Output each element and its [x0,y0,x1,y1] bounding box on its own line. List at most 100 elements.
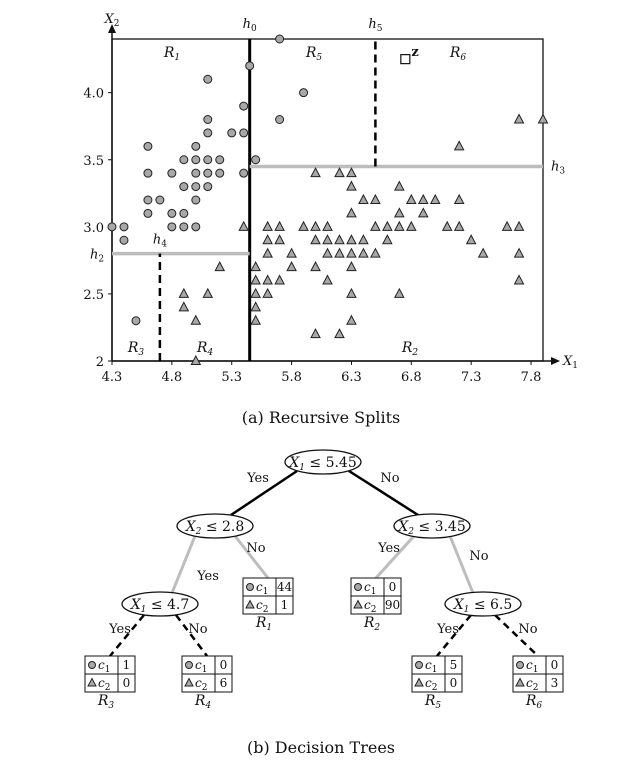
region-label-R1-sub: 1 [174,53,180,63]
edge-label-yes: Yes [246,471,269,486]
class-label-c2: c2 [526,676,538,693]
leaf-count-c1: 0 [551,658,559,672]
leaf-count-c2: 90 [385,598,400,612]
y-axis-label-sub: 2 [114,19,120,29]
y-tick-label: 4.0 [83,87,104,102]
leaf-region-label-sub: 3 [108,701,114,711]
leaf-count-c2: 0 [450,676,458,690]
node-var-sub: 2 [195,527,202,537]
triangle-point [358,193,369,204]
circle-point [215,168,225,178]
class-label-c1-main: c [364,580,371,594]
region-label-R4-main: R [196,340,208,356]
circle-point [131,316,141,326]
circle-point [275,115,285,124]
triangle-point [394,180,405,191]
edge-label-no: No [469,549,488,564]
region-label-R5: R5 [305,45,323,63]
triangle-point [202,287,214,298]
region-label-R3: R3 [127,340,145,358]
class-label-c2-sub: 2 [533,683,539,693]
tree-edge [109,614,145,657]
class-triangle-icon [353,599,363,609]
class-label-c1-main: c [256,580,263,594]
class-label-c2-sub: 2 [202,683,208,693]
triangle-point [310,220,321,231]
triangle-point [394,220,405,231]
y-tick-label: 3.0 [83,221,104,236]
tree-edge [230,469,298,517]
x-axis-label-main: X [562,354,573,369]
x-axis-label-sub: 1 [572,361,578,371]
test-point-marker [400,54,411,65]
split-label-h4-main: h [153,233,161,248]
circle-point [107,222,117,232]
tree-node-rr: X1 ≤ 6.5 [444,591,522,617]
x-tick-label: 4.8 [162,370,183,385]
leaf-region-label: R6 [525,693,543,711]
circle-point [155,195,165,205]
leaf-region-label: R3 [97,693,115,711]
triangle-point [310,328,321,339]
y-tick-label: 2 [96,355,104,370]
node-op: ≤ 2.8 [201,519,244,535]
class-label-c1: c1 [98,658,110,675]
leaf-count-c2: 1 [281,598,289,612]
circle-point [119,235,129,245]
triangle-point [513,113,525,124]
triangle-point [214,261,226,272]
class-circle-icon [88,661,96,669]
edge-label-yes: Yes [108,622,131,637]
region-label-R2: R2 [401,340,419,358]
split-label-h2: h2 [90,248,104,265]
node-ellipse [444,591,522,617]
leaf-region-label: R1 [255,615,272,633]
y-axis-label: X2 [104,12,120,29]
triangle-point [334,247,345,258]
triangle-point [382,220,393,231]
leaf-count-c2: 3 [551,676,559,690]
class-label-c2-main: c [98,676,105,690]
triangle-point [537,113,549,124]
triangle-point [298,220,309,231]
plot-frame [111,38,544,362]
triangle-point [441,220,453,231]
circle-point [227,128,237,138]
x-tick-label: 7.8 [521,370,542,385]
leaf-region-label-main: R [194,693,206,709]
triangle-point [465,234,477,245]
test-point-label: z [411,45,418,60]
leaf-count-c1: 0 [389,580,397,594]
node-op: ≤ 5.45 [305,455,357,471]
split-label-h0-main: h [243,17,251,32]
triangle-point [286,247,297,258]
triangle-point [190,354,202,365]
circle-point [179,208,189,218]
class-circle-icon [246,583,254,591]
node-var-sub: 1 [299,463,305,473]
class-label-c2-sub: 2 [105,683,111,693]
circle-point [203,128,213,138]
y-axis-label-main: X [104,12,115,27]
triangle-point [346,234,357,245]
x-tick-label: 6.3 [341,370,362,385]
triangle-point [190,314,202,325]
split-label-h4: h4 [153,233,167,250]
class-label-c1-sub: 1 [371,587,377,597]
edge-label-yes: Yes [436,622,459,637]
node-condition: X2 ≤ 3.45 [397,519,466,537]
node-condition: X2 ≤ 2.8 [185,519,245,537]
leaf-count-c1: 44 [277,580,293,594]
edge-label-yes: Yes [377,541,400,556]
class-label-c2: c2 [364,598,376,615]
triangle-point [394,287,405,298]
circle-point [167,208,177,218]
triangle-point [346,247,357,258]
triangle-point [370,193,381,204]
class-label-c1-main: c [98,658,105,672]
split-label-h3-sub: 3 [559,166,565,176]
circle-point [203,168,213,178]
triangle-point [382,234,393,245]
node-ellipse [393,513,471,539]
region-label-R4: R4 [196,340,214,358]
